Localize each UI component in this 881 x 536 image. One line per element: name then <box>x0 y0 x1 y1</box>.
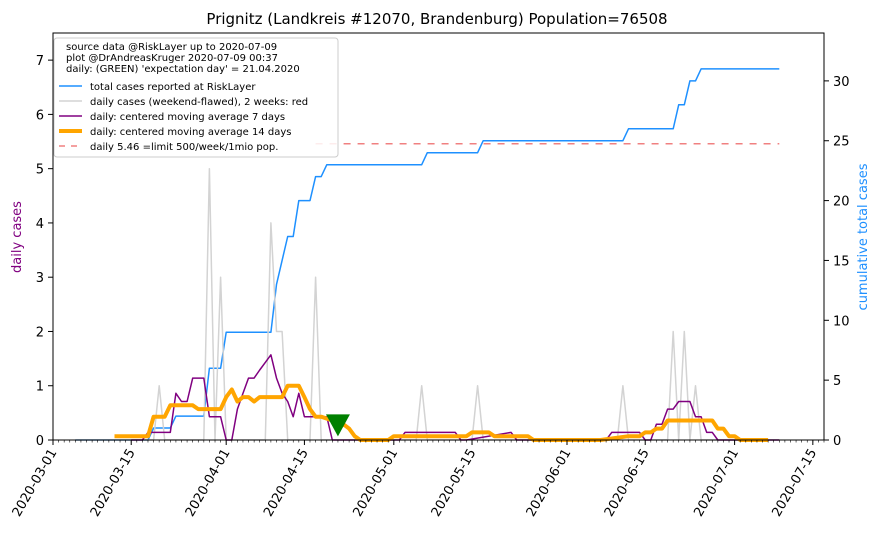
y-tick-label-left: 2 <box>36 325 44 340</box>
legend-label: daily 5.46 =limit 500/week/1mio pop. <box>90 142 278 153</box>
y-tick-label-right: 5 <box>833 374 841 389</box>
y-tick-label-right: 20 <box>833 195 850 210</box>
legend-box <box>53 37 339 158</box>
y-tick-label-left: 1 <box>36 380 44 395</box>
y-tick-label-left: 7 <box>36 54 44 69</box>
y-tick-label-left: 0 <box>36 434 44 449</box>
y-tick-label-right: 25 <box>833 135 850 150</box>
y-axis-label-right: cumulative total cases <box>856 163 871 310</box>
legend-info-line: plot @DrAndreasKruger 2020-07-09 00:37 <box>66 53 278 64</box>
y-tick-label-right: 0 <box>833 434 841 449</box>
y-axis-label-left: daily cases <box>10 201 25 273</box>
y-tick-label-left: 4 <box>36 217 44 232</box>
y-tick-label-right: 10 <box>833 314 850 329</box>
legend: source data @RiskLayer up to 2020-07-09p… <box>53 37 339 158</box>
limit-layer <box>315 142 780 437</box>
legend-label: daily cases (weekend-flawed), 2 weeks: r… <box>90 97 308 108</box>
legend-info-line: daily: (GREEN) 'expectation day' = 21.04… <box>66 64 300 75</box>
y-tick-label-left: 6 <box>36 108 44 123</box>
legend-label: total cases reported at RiskLayer <box>90 82 256 93</box>
y-tick-label-right: 15 <box>833 254 850 269</box>
chart-title: Prignitz (Landkreis #12070, Brandenburg)… <box>206 10 667 28</box>
legend-label: daily: centered moving average 14 days <box>90 127 291 138</box>
y-tick-label-left: 5 <box>36 163 44 178</box>
legend-label: daily: centered moving average 7 days <box>90 112 285 123</box>
legend-info-line: source data @RiskLayer up to 2020-07-09 <box>66 42 277 53</box>
expectation-day-marker <box>325 414 350 437</box>
y-tick-label-left: 3 <box>36 271 44 286</box>
series-line-daily-centered-moving-average-14-days <box>114 383 769 442</box>
y-tick-label-right: 30 <box>833 75 850 90</box>
